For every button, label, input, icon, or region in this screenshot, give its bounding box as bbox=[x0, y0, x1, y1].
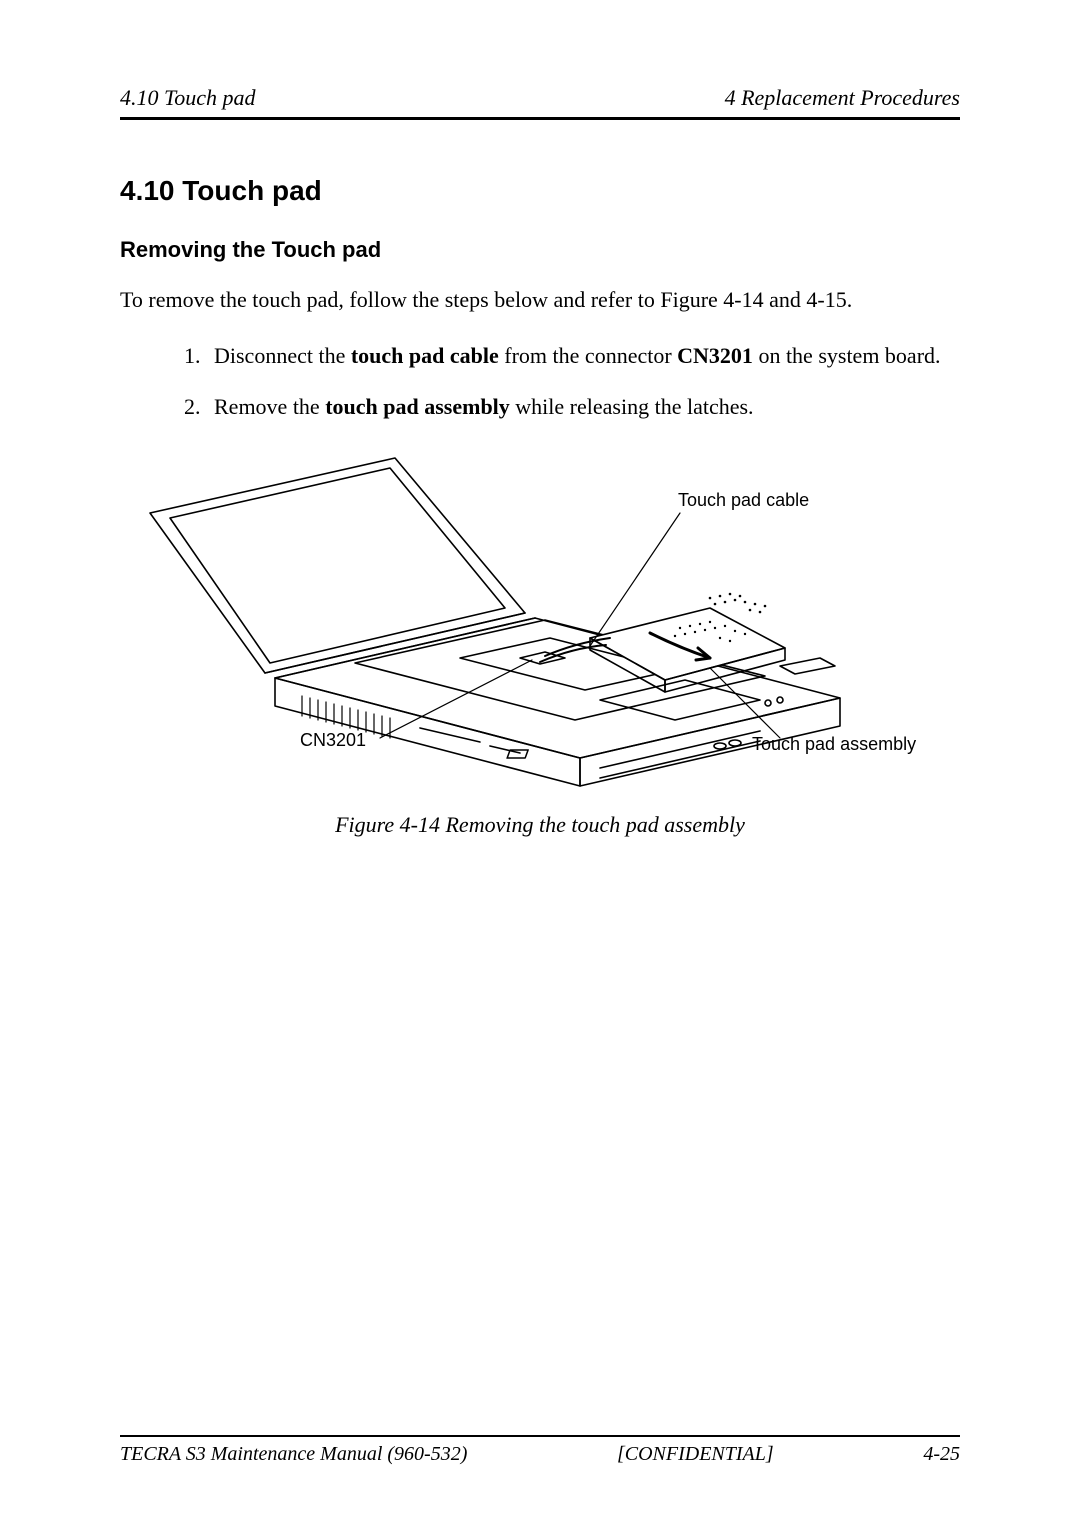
callout-touch-pad-cable: Touch pad cable bbox=[678, 490, 809, 511]
footer-left: TECRA S3 Maintenance Manual (960-532) bbox=[120, 1443, 467, 1466]
page: 4.10 Touch pad 4 Replacement Procedures … bbox=[0, 0, 1080, 1528]
footer-right: 4-25 bbox=[923, 1443, 960, 1466]
callout-touch-pad-assembly: Touch pad assembly bbox=[752, 734, 916, 755]
header-left: 4.10 Touch pad bbox=[120, 85, 255, 111]
step-2: Remove the touch pad assembly while rele… bbox=[206, 389, 960, 424]
running-header: 4.10 Touch pad 4 Replacement Procedures bbox=[120, 85, 960, 120]
section-title: 4.10 Touch pad bbox=[120, 175, 960, 207]
steps-list: Disconnect the touch pad cable from the … bbox=[120, 338, 960, 424]
intro-paragraph: To remove the touch pad, follow the step… bbox=[120, 285, 960, 316]
figure-area: Touch pad cable CN3201 Touch pad assembl… bbox=[120, 448, 960, 788]
subsection-title: Removing the Touch pad bbox=[120, 237, 960, 263]
callout-cn3201: CN3201 bbox=[300, 730, 366, 751]
running-footer: TECRA S3 Maintenance Manual (960-532) [C… bbox=[120, 1435, 960, 1466]
step-1: Disconnect the touch pad cable from the … bbox=[206, 338, 960, 373]
figure-caption: Figure 4-14 Removing the touch pad assem… bbox=[120, 812, 960, 838]
header-right: 4 Replacement Procedures bbox=[725, 85, 960, 111]
footer-center: [CONFIDENTIAL] bbox=[617, 1443, 774, 1466]
